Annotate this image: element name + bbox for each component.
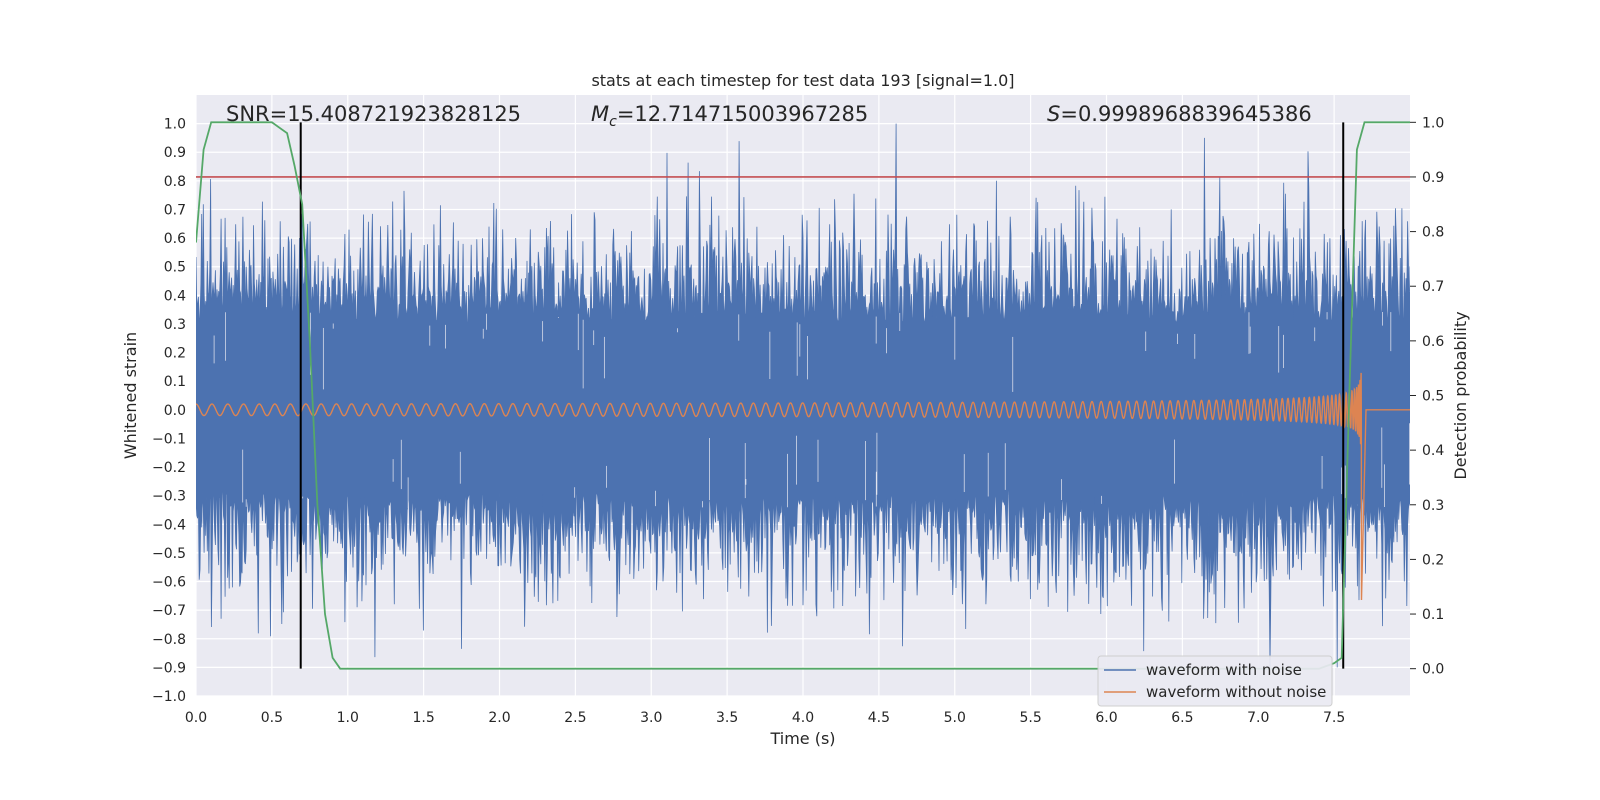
y-tick-label: −1.0: [152, 689, 186, 705]
y-tick-label: 0.2: [164, 346, 186, 362]
score-annotation: S=0.9998968839645386: [1047, 102, 1312, 126]
score-value: =0.9998968839645386: [1060, 102, 1311, 126]
x-axis-label: Time (s): [769, 729, 835, 748]
y2-tick-label: 0.6: [1422, 334, 1444, 350]
y2-tick-label: 0.1: [1422, 607, 1444, 623]
x-tick-label: 0.5: [261, 710, 283, 726]
y2-tick-label: 0.9: [1422, 170, 1444, 186]
chirp-mass-annotation: Mc=12.714715003967285: [591, 102, 868, 130]
y-tick-label: −0.7: [152, 603, 186, 619]
y2-axis-label: Detection probability: [1451, 311, 1470, 479]
x-tick-label: 6.0: [1095, 710, 1117, 726]
series-line-detection-probability: [196, 121, 1410, 670]
snr-annotation: SNR=15.408721923828125: [226, 102, 521, 126]
y-axis-label: Whitened strain: [121, 332, 140, 459]
y-tick-label: −0.4: [152, 517, 186, 533]
y-tick-label: −0.8: [152, 632, 186, 648]
tick-labels: 0.0 0.5 1.0 1.5 2.0 2.5 3.0 3.5 4.0 4.5 5.0 5.5 6.0 6…: [152, 115, 1444, 726]
y-tick-label: −0.3: [152, 489, 186, 505]
chirp-mass-subscript: c: [609, 114, 617, 130]
x-tick-label: 3.5: [716, 710, 738, 726]
x-tick-label: 0.0: [185, 710, 207, 726]
legend-entry-label: waveform without noise: [1146, 683, 1326, 701]
y-tick-label: 1.0: [164, 117, 186, 133]
y-tick-label: 0.1: [164, 374, 186, 390]
y2-tick-label: 1.0: [1422, 115, 1444, 131]
y-tick-label: 0.9: [164, 145, 186, 161]
x-tick-label: 2.5: [564, 710, 586, 726]
x-tick-label: 5.5: [1019, 710, 1041, 726]
score-symbol: S: [1047, 102, 1060, 126]
x-tick-label: 7.0: [1247, 710, 1269, 726]
y-tick-label: −0.1: [152, 431, 186, 447]
y2-tick-label: 0.4: [1422, 443, 1444, 459]
x-tick-label: 1.0: [337, 710, 359, 726]
series-line-waveform-with-noise: [196, 123, 1410, 668]
series-layer: [196, 121, 1410, 670]
series-line-waveform-without-noise: [196, 372, 1410, 600]
x-tick-label: 1.5: [412, 710, 434, 726]
y-tick-label: 0.8: [164, 174, 186, 190]
x-tick-label: 3.0: [640, 710, 662, 726]
y2-tick-label: 0.7: [1422, 279, 1444, 295]
legend-box: [1097, 655, 1333, 707]
x-tick-label: 2.0: [488, 710, 510, 726]
x-tick-label: 7.5: [1323, 710, 1345, 726]
legend-entry-label: waveform with noise: [1146, 661, 1302, 679]
x-tick-label: 5.0: [944, 710, 966, 726]
chirp-mass-symbol: M: [591, 102, 609, 126]
y2-tick-label: 0.5: [1422, 389, 1444, 405]
y-tick-label: 0.5: [164, 260, 186, 276]
y-tick-label: −0.6: [152, 575, 186, 591]
chirp-mass-value: =12.714715003967285: [617, 102, 868, 126]
x-tick-label: 4.0: [792, 710, 814, 726]
y2-tick-label: 0.3: [1422, 498, 1444, 514]
legend: waveform with noise waveform without nois…: [1097, 655, 1333, 707]
chart-title: stats at each timestep for test data 193…: [591, 71, 1014, 90]
x-tick-label: 4.5: [868, 710, 890, 726]
y-tick-label: 0.4: [164, 288, 186, 304]
y2-tick-label: 0.0: [1422, 662, 1444, 678]
y-tick-label: 0.0: [164, 403, 186, 419]
y-tick-label: −0.2: [152, 460, 186, 476]
y-tick-label: −0.5: [152, 546, 186, 562]
x-tick-label: 6.5: [1171, 710, 1193, 726]
y-tick-label: 0.3: [164, 317, 186, 333]
y-tick-label: 0.6: [164, 231, 186, 247]
y-tick-label: 0.7: [164, 202, 186, 218]
y2-tick-label: 0.8: [1422, 225, 1444, 241]
y2-tick-label: 0.2: [1422, 552, 1444, 568]
y-tick-label: −0.9: [152, 660, 186, 676]
